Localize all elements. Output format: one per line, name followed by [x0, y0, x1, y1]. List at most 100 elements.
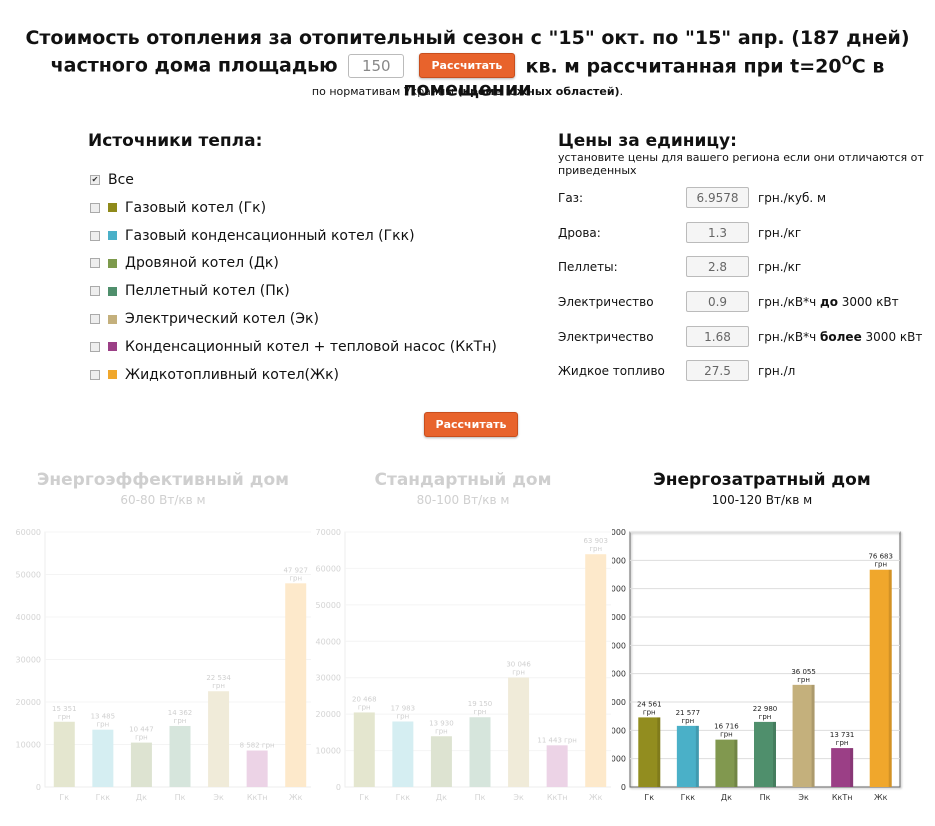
source-option-2[interactable]: Газовый конденсационный котел (Гкк): [90, 226, 415, 246]
price-input[interactable]: [686, 360, 749, 381]
price-input[interactable]: [686, 291, 749, 312]
chart-title: Энергозатратный дом: [653, 470, 871, 490]
price-input[interactable]: [686, 326, 749, 347]
page-title-line2: частного дома площадью Рассчитать кв. м …: [0, 53, 935, 101]
y-tick-label: 70000: [612, 585, 626, 594]
y-tick-label: 20000: [16, 698, 41, 707]
checkbox[interactable]: [90, 341, 100, 352]
x-tick-label: Гкк: [96, 793, 111, 802]
bar-unit-label: грн: [435, 727, 448, 735]
bar-value-label: 22 534: [206, 674, 231, 682]
chart-title: Стандартный дом: [374, 470, 552, 490]
source-option-4[interactable]: Пеллетный котел (Пк): [90, 281, 290, 301]
y-tick-label: 30000: [316, 674, 341, 683]
bar-shade: [734, 739, 738, 787]
y-tick-label: 30000: [612, 698, 626, 707]
source-option-0[interactable]: ✔ Все: [90, 170, 134, 190]
color-swatch: [108, 370, 117, 380]
x-tick-label: Дк: [721, 793, 732, 802]
bar-shade: [773, 721, 776, 787]
x-tick-label: Пк: [175, 793, 186, 802]
norms-note-bold: (кроме южных областей): [457, 85, 620, 98]
bar-Гк: [53, 721, 75, 787]
checkbox[interactable]: [90, 314, 100, 324]
source-label: Все: [108, 172, 134, 188]
bar-value-label: 76 683: [868, 553, 893, 561]
bar-unit-label: грн: [174, 717, 187, 725]
bar-Гк: [638, 717, 661, 787]
bar-КкТн: [246, 750, 268, 787]
color-swatch: [108, 342, 117, 352]
bar-Гкк: [92, 729, 114, 787]
checkbox[interactable]: [90, 369, 100, 380]
color-swatch: [108, 203, 117, 213]
price-unit: грн./кг: [758, 260, 802, 274]
source-option-1[interactable]: Газовый котел (Гк): [90, 198, 266, 218]
bar-КкТн: [831, 748, 854, 787]
bar-value-label: 63 903: [583, 537, 608, 545]
calculate-button[interactable]: Рассчитать: [424, 412, 518, 437]
price-label: Дрова:: [558, 226, 601, 240]
bar-Дк: [130, 742, 152, 787]
y-tick-label: 80000: [612, 556, 626, 565]
bar-value-label: 13 485: [91, 713, 116, 721]
y-tick-label: 0: [621, 783, 626, 792]
bar-unit-label: грн: [836, 739, 849, 747]
bar-shade: [888, 569, 892, 787]
bar-unit-label: грн: [474, 708, 487, 716]
bar-value-label: 17 983: [391, 704, 416, 712]
price-unit: грн./л: [758, 364, 796, 378]
bar-unit-label: грн: [97, 721, 110, 729]
sources-title: Источники тепла:: [88, 131, 263, 151]
price-input[interactable]: [686, 256, 749, 277]
bar-value-label: 13 930: [429, 719, 454, 727]
title-area-suffix: кв. м рассчитанная при t=20OC в помещени…: [403, 54, 884, 101]
x-tick-label: Эк: [513, 793, 524, 802]
price-label: Электричество: [558, 330, 654, 344]
source-option-3[interactable]: Дровяной котел (Дк): [90, 253, 279, 273]
color-swatch: [108, 314, 117, 324]
checkbox[interactable]: [90, 258, 100, 269]
bar-value-label: 13 731: [830, 731, 855, 739]
y-tick-label: 60000: [316, 564, 341, 573]
checkbox[interactable]: ✔: [90, 175, 100, 185]
y-tick-label: 60000: [16, 528, 41, 537]
bar-Дк: [430, 736, 452, 787]
bar-unit-label: грн: [643, 708, 656, 716]
bar-Дк: [715, 739, 738, 787]
y-tick-label: 90000: [612, 528, 626, 537]
price-input[interactable]: [686, 222, 749, 243]
price-unit: грн./куб. м: [758, 191, 827, 205]
chart-subtitle: 100-120 Вт/кв м: [711, 493, 813, 507]
chart-subtitle: 80-100 Вт/кв м: [416, 493, 510, 507]
page-title: Стоимость отопления за отопительный сезо…: [25, 27, 910, 49]
bar-Гкк: [392, 721, 414, 787]
calculate-button-top[interactable]: Рассчитать: [418, 53, 515, 78]
area-input[interactable]: [348, 53, 405, 78]
bar-unit-label: грн: [874, 561, 887, 569]
bar-unit-label: грн: [682, 717, 695, 725]
checkbox[interactable]: [90, 202, 100, 213]
source-option-6[interactable]: Конденсационный котел + тепловой насос (…: [90, 337, 497, 357]
x-tick-label: Гкк: [396, 793, 411, 802]
norms-note-end: .: [619, 85, 624, 98]
source-label: Газовый котел (Гк): [125, 199, 267, 216]
checkbox[interactable]: [90, 286, 100, 297]
y-tick-label: 10000: [316, 747, 341, 756]
y-tick-label: 40000: [316, 637, 341, 646]
bar-unit-label: грн: [58, 713, 71, 721]
bar-Эк: [508, 677, 530, 787]
checkbox[interactable]: [90, 230, 100, 241]
bar-value-label: 15 351: [52, 705, 77, 713]
x-tick-label: Жк: [289, 793, 303, 802]
price-input[interactable]: [686, 187, 749, 208]
bar-shade: [811, 684, 815, 787]
source-option-5[interactable]: Электрический котел (Эк): [90, 309, 319, 329]
norms-note: по нормативам Украины (кроме южных облас…: [0, 85, 935, 98]
y-tick-label: 10000: [612, 755, 626, 764]
source-option-7[interactable]: Жидкотопливный котел(Жк): [90, 365, 339, 385]
y-tick-label: 60000: [612, 613, 626, 622]
bar-value-label: 10 447: [129, 726, 154, 734]
bar-Пк: [169, 725, 191, 787]
